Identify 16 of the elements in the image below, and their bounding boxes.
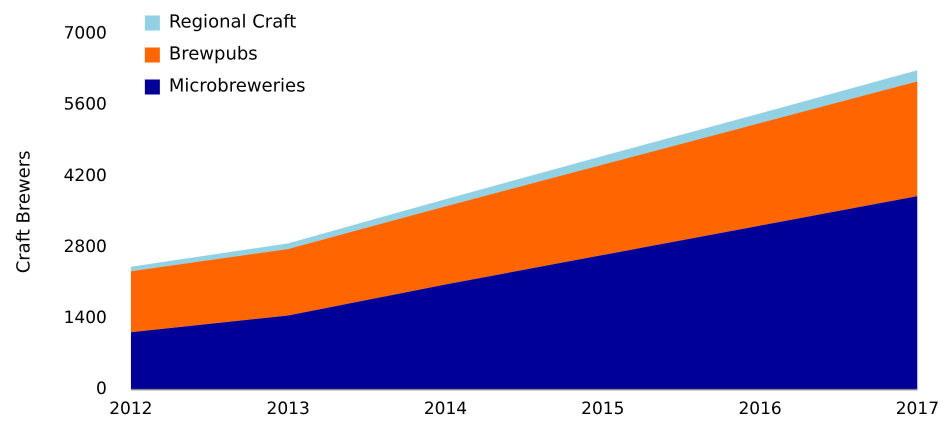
x-tick-label: 2017 xyxy=(896,399,939,420)
legend-label: Brewpubs xyxy=(168,44,258,65)
legend-label: Microbreweries xyxy=(168,76,306,97)
y-tick-label: 5600 xyxy=(64,94,107,115)
y-tick-label: 0 xyxy=(96,379,107,400)
y-tick-label: 7000 xyxy=(64,24,107,44)
x-tick-label: 2016 xyxy=(738,399,782,420)
x-tick-label: 2014 xyxy=(424,399,468,420)
y-axis-title: Craft Brewers xyxy=(13,150,34,274)
legend-label: Regional Craft xyxy=(168,12,296,33)
x-tick-label: 2013 xyxy=(266,399,310,420)
y-tick-label: 2800 xyxy=(64,236,107,257)
x-tick-label: 2015 xyxy=(581,399,624,420)
x-tick-label: 2012 xyxy=(109,399,152,420)
y-tick-label: 1400 xyxy=(64,308,107,328)
y-tick-label: 4200 xyxy=(64,166,107,186)
